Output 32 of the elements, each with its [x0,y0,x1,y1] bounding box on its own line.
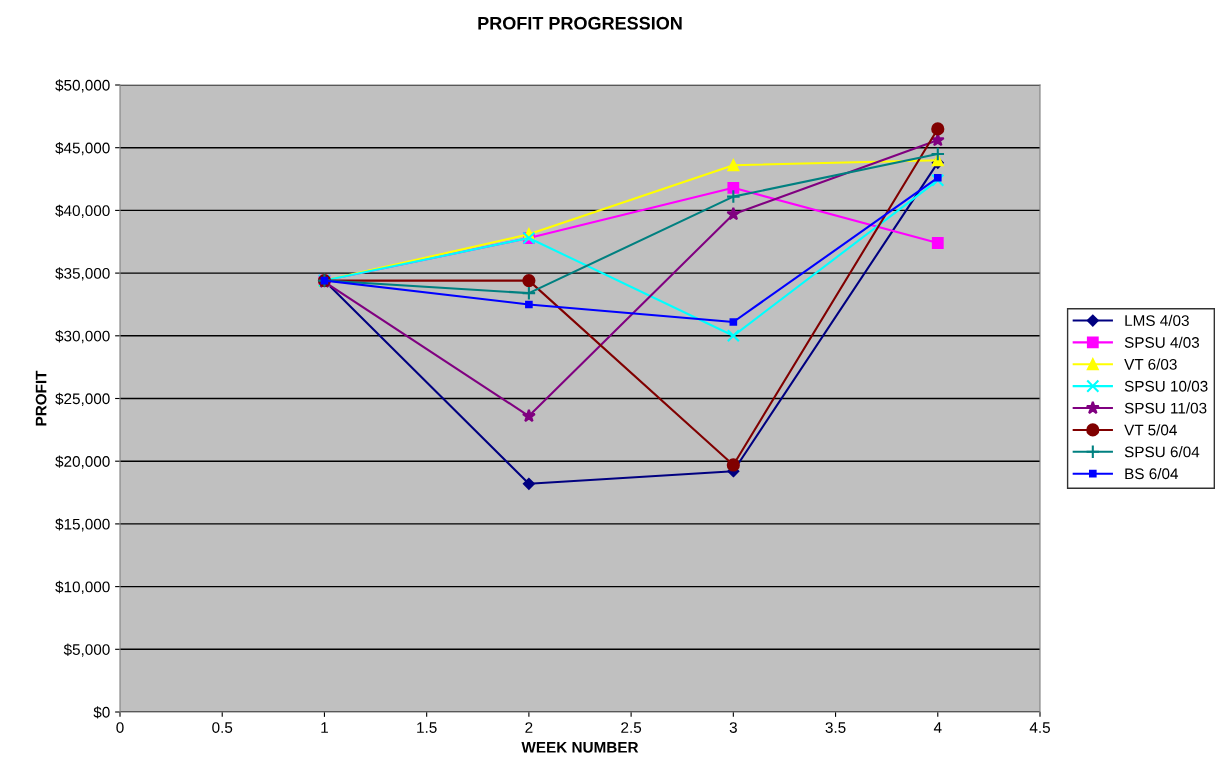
y-tick-label: $20,000 [55,455,110,469]
legend-label: SPSU 4/03 [1124,336,1200,348]
y-tick-label: $40,000 [55,204,110,218]
y-axis-title: PROFIT [35,370,47,426]
legend-label: LMS 4/03 [1125,314,1189,327]
y-tick-label: $0 [93,706,110,719]
y-tick-label: $35,000 [55,267,110,281]
x-tick-label: 1.5 [417,722,437,733]
legend-label: BS 6/04 [1125,467,1179,480]
legend-label: VT 5/04 [1124,424,1177,436]
x-tick-label: 4.5 [1029,722,1050,733]
y-tick-label: $30,000 [55,330,110,344]
x-tick-label: 0.5 [212,722,233,733]
x-tick-label: 0 [116,722,124,733]
x-axis-title: WEEK NUMBER [521,742,639,753]
legend-label: VT 6/03 [1124,358,1177,370]
y-tick-label: $15,000 [55,518,110,532]
legend-label: SPSU 10/03 [1124,380,1208,392]
x-tick-label: 2.5 [621,722,642,733]
legend-label: SPSU 6/04 [1124,446,1200,458]
chart-title: PROFIT PROGRESSION [478,16,682,30]
y-tick-label: $25,000 [55,392,110,406]
x-tick-label: 3 [729,722,737,733]
x-tick-label: 1 [321,722,328,733]
y-tick-label: $5,000 [63,643,110,657]
x-tick-label: 2 [525,722,533,733]
y-tick-label: $50,000 [55,79,110,93]
x-tick-label: 4 [933,722,942,733]
x-tick-label: 3.5 [825,722,846,733]
legend-label: SPSU 11/03 [1124,402,1207,414]
y-tick-label: $10,000 [55,580,110,595]
y-tick-label: $45,000 [55,141,110,156]
